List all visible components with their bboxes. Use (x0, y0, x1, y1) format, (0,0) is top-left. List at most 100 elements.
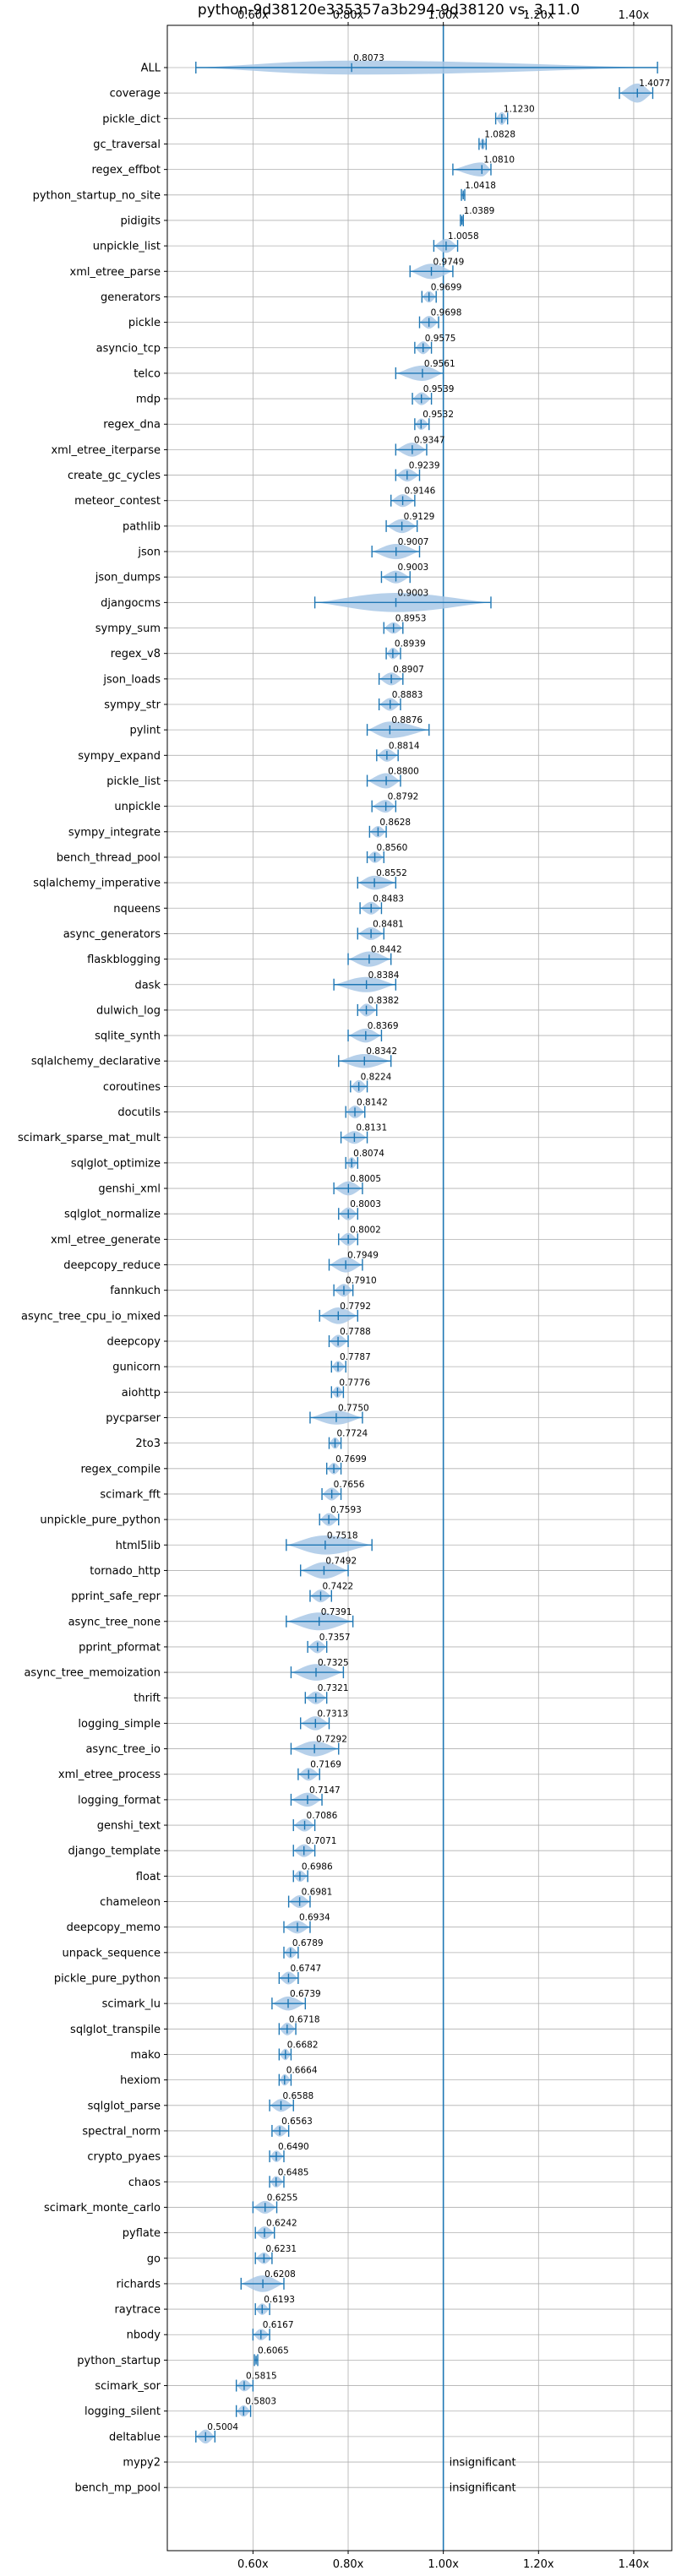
value-label: 0.8814 (389, 741, 420, 751)
value-label: 0.8224 (361, 1072, 392, 1082)
value-label: 0.8560 (377, 843, 408, 853)
row-label: pickle_list (106, 775, 161, 788)
value-label: 0.8792 (388, 792, 419, 802)
row-label: django_template (68, 1845, 161, 1858)
row-label: scimark_monte_carlo (44, 2202, 161, 2215)
row-label: unpickle_list (93, 241, 161, 253)
x-tick-label-top: 0.60x (237, 9, 269, 22)
value-label: 0.8442 (371, 945, 402, 955)
value-label: 1.0389 (464, 206, 495, 216)
row-label: regex_dna (103, 419, 161, 432)
row-label: gc_traversal (93, 139, 161, 151)
row-label: meteor_contest (74, 495, 161, 508)
value-label: 0.8481 (373, 919, 404, 929)
value-label: 0.8552 (376, 868, 407, 878)
value-label: 0.7422 (322, 1582, 353, 1592)
row-label: logging_format (78, 1794, 161, 1807)
row-label: json (137, 546, 161, 559)
row-label: pyflate (123, 2227, 161, 2240)
row-label: mdp (136, 394, 161, 406)
value-label: 0.7792 (340, 1302, 371, 1312)
row-label: sqlglot_transpile (70, 2024, 161, 2036)
value-label: 0.6485 (278, 2167, 309, 2177)
row-label: sqlalchemy_imperative (33, 878, 161, 890)
x-tick-label-top: 1.00x (428, 9, 459, 22)
value-label: 0.9239 (409, 461, 440, 471)
x-tick-label-bottom: 0.60x (237, 2558, 269, 2571)
row-label: pylint (129, 725, 161, 737)
value-label: 0.7724 (336, 1429, 368, 1439)
value-label: 0.7518 (327, 1530, 358, 1541)
value-label: 0.8483 (373, 894, 404, 904)
row-label: djangocms (101, 597, 161, 610)
value-label: 0.6986 (302, 1861, 333, 1872)
value-label: 0.6242 (266, 2219, 297, 2229)
value-label: 0.6789 (292, 1938, 324, 1948)
value-label: 0.7357 (319, 1633, 351, 1643)
value-label: 0.6718 (289, 2014, 320, 2024)
row-label: float (136, 1871, 161, 1883)
tick-layer: 0.60x 0.60x 0.80x 0.80x 1.00x 1.00x 1.20x 1.20x… (164, 9, 650, 2571)
row-label: deepcopy_memo (67, 1921, 161, 1934)
value-label: 0.6193 (264, 2295, 295, 2305)
row-label: scimark_lu (102, 1998, 161, 2011)
row-label: sympy_sum (95, 622, 161, 635)
row-label: genshi_text (97, 1820, 161, 1833)
value-label: 0.9698 (431, 308, 462, 318)
x-tick-label-bottom: 0.80x (333, 2558, 364, 2571)
value-label: 1.1230 (504, 104, 535, 114)
value-label: 0.7910 (346, 1276, 377, 1286)
value-label: 0.6588 (282, 2091, 313, 2101)
row-label: 2to3 (135, 1437, 161, 1450)
value-label: 0.8074 (353, 1149, 384, 1159)
row-label: crypto_pyaes (87, 2151, 161, 2164)
value-label: 0.8005 (350, 1174, 381, 1184)
value-label: 0.9129 (404, 512, 435, 522)
value-label: 0.5004 (207, 2422, 238, 2432)
row-label: aiohttp (122, 1387, 161, 1399)
value-label: 0.7071 (306, 1836, 337, 1846)
grid-layer (167, 25, 672, 2551)
row-label: deltablue (109, 2431, 161, 2443)
row-label: sympy_integrate (68, 826, 161, 839)
row-label: xml_etree_process (58, 1769, 161, 1781)
row-label: generators (101, 291, 161, 304)
plot-frame (166, 24, 673, 2552)
row-label: pprint_pformat (79, 1641, 161, 1654)
value-label: 0.8800 (388, 766, 419, 776)
value-label: 1.0828 (484, 129, 515, 139)
row-label: deepcopy (106, 1336, 161, 1349)
row-label: deepcopy_reduce (63, 1259, 161, 1272)
row-label: sympy_str (104, 699, 161, 712)
row-label: fannkuch (110, 1285, 161, 1297)
value-label: 0.8883 (392, 690, 423, 700)
row-label: async_tree_memoization (24, 1667, 161, 1680)
label-layer: ALL coverage pickle_dict gc_traversal regex_… (18, 53, 670, 2495)
violin-layer (195, 25, 658, 2551)
row-label: sqlglot_optimize (71, 1157, 161, 1170)
row-label: python_startup_no_site (33, 189, 161, 202)
row-label: pycparser (106, 1412, 161, 1425)
row-label: dulwich_log (96, 1004, 161, 1017)
row-label: nqueens (113, 903, 161, 916)
value-label: 0.6255 (267, 2193, 298, 2203)
value-label: 0.9003 (398, 588, 429, 598)
value-label: 0.6747 (290, 1964, 321, 1974)
value-label: 0.8939 (395, 639, 426, 649)
value-label: 0.9699 (431, 282, 462, 292)
value-label: 1.4077 (639, 79, 670, 89)
value-label: 0.9561 (424, 359, 455, 369)
value-label: 0.7086 (307, 1811, 338, 1821)
value-label: 0.8002 (350, 1225, 381, 1235)
value-label: 0.7787 (340, 1352, 371, 1362)
value-label: 0.8142 (357, 1098, 388, 1108)
row-label: flaskblogging (87, 954, 161, 966)
row-label: sqlite_synth (95, 1030, 161, 1043)
value-label: 1.0418 (465, 181, 496, 191)
value-label: 0.6065 (258, 2345, 289, 2356)
row-label: ALL (141, 62, 161, 75)
value-label: 0.8628 (379, 818, 411, 828)
value-label: 0.8003 (350, 1199, 381, 1209)
row-label: unpack_sequence (62, 1947, 161, 1959)
